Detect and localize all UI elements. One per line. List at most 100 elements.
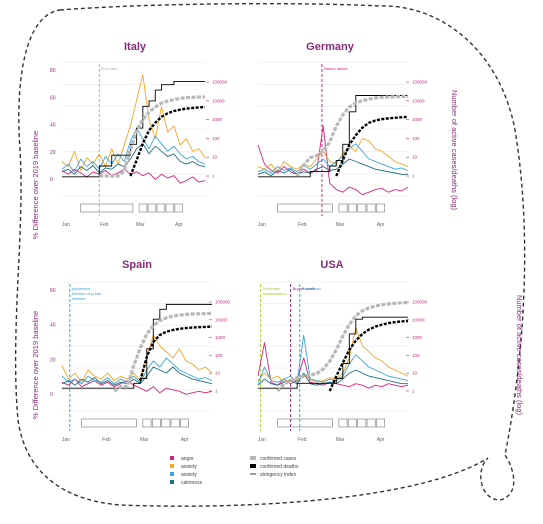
calendar-week-box — [156, 203, 166, 213]
stringency-index-line — [62, 80, 205, 178]
right-tick-label: 100 — [215, 353, 223, 358]
calendar-week-box — [366, 418, 376, 428]
event-label: election of prime — [72, 291, 102, 296]
calendar-week-box — [338, 418, 348, 428]
right-tick-label: 10000 — [412, 98, 425, 103]
y-tick-label: 40 — [50, 323, 56, 329]
right-tick-label: 100 — [412, 136, 420, 141]
calendar-week-box — [376, 418, 385, 428]
event-label: Soleimani — [263, 286, 281, 291]
right-tick-label: 1 — [412, 174, 415, 179]
event-label: parliament — [72, 286, 92, 291]
right-tick-label: 1 — [212, 174, 215, 179]
legend-swatch — [170, 456, 174, 460]
calendar-week-box — [151, 418, 161, 428]
legend: anger anxiety anxiety calmness confirmed cas… — [170, 456, 299, 486]
calendar-block — [80, 203, 134, 213]
confirmed-deaths-line — [328, 319, 409, 392]
calendar-week-box — [357, 203, 367, 213]
y-tick-label: 60 — [50, 288, 56, 294]
chart-panel-usa: USA 100000 10000 1000 100 10 1 Jan Feb Mar Apr Sole… — [257, 259, 428, 443]
series-line-anxiety — [61, 74, 206, 171]
legend-label: stringency index — [260, 472, 297, 478]
legend-label: anxiety — [181, 464, 197, 470]
y-tick-label: 60 — [50, 95, 56, 101]
series-line-calmness — [61, 366, 213, 386]
right-tick-label: 1 — [215, 389, 218, 394]
right-tick-label: 10 — [412, 371, 418, 376]
series-line-anxiety — [61, 334, 213, 383]
calendar-week-box — [138, 203, 148, 213]
legend-swatch — [250, 456, 256, 460]
calendar-week-box — [347, 203, 357, 213]
y-tick-label: 80 — [50, 68, 56, 74]
calendar-week-box — [174, 203, 184, 213]
chart-panel-germany: Germany 100000 10000 1000 100 10 1 Jan Feb Mar Apr… — [257, 41, 428, 228]
stringency-index-line — [258, 316, 408, 389]
right-tick-label: 100000 — [412, 80, 428, 85]
series-line-anxiety — [257, 334, 409, 384]
calendar-week-box — [338, 203, 348, 213]
legend-label: anxiety — [181, 472, 197, 478]
right-tick-label: 1 — [412, 389, 415, 394]
confirmed-cases-line — [295, 94, 409, 177]
event-label: Bryant death — [293, 286, 316, 291]
legend-label: anger — [181, 456, 194, 462]
x-tick-label: Feb — [102, 437, 111, 443]
chart-panel-italy: Italy 80 60 40 20 0 100000 10000 1000 100 10 1 Jan Fe… — [50, 41, 228, 228]
x-tick-label: Apr — [175, 222, 183, 228]
y-tick-label: 40 — [50, 123, 56, 129]
confirmed-deaths-line — [335, 115, 409, 177]
calendar-week-box — [376, 203, 385, 213]
series-line-anger — [257, 125, 409, 196]
series-line-anxiety — [257, 327, 409, 383]
panel-title: Spain — [122, 259, 152, 271]
event-label: Superbowl — [302, 286, 321, 291]
confirmed-cases-line — [113, 311, 213, 393]
x-tick-label: Mar — [336, 222, 345, 228]
x-tick-label: Feb — [100, 222, 109, 228]
x-tick-label: Mar — [136, 222, 145, 228]
confirmed-cases-line — [276, 300, 409, 393]
series-line-anxiety — [61, 127, 206, 173]
right-tick-label: 100000 — [215, 300, 231, 305]
x-tick-label: Feb — [298, 222, 307, 228]
calendar-block — [277, 203, 333, 213]
calendar-week-box — [147, 203, 157, 213]
x-tick-label: Apr — [377, 222, 385, 228]
y-tick-label: 0 — [50, 177, 53, 183]
x-tick-label: Jan — [258, 222, 266, 228]
y-tick-label: 20 — [50, 357, 56, 363]
legend-swatch — [170, 464, 174, 468]
series-line-calmness — [257, 158, 408, 177]
event-label: assassination — [263, 291, 287, 296]
right-tick-label: 10 — [215, 371, 221, 376]
series-line-anxiety — [257, 143, 409, 174]
left-axis-label: % Difference over 2019 baseline — [31, 311, 40, 419]
x-tick-label: Apr — [377, 437, 385, 443]
x-tick-label: Jan — [62, 437, 70, 443]
x-tick-label: Mar — [336, 437, 345, 443]
legend-swatch — [250, 464, 256, 468]
calendar-block — [81, 418, 137, 428]
series-line-anger — [61, 168, 206, 184]
legend-swatch — [170, 480, 174, 484]
legend-label: confirmed cases — [260, 456, 297, 462]
confirmed-cases-line — [99, 95, 206, 178]
right-tick-label: 10000 — [215, 317, 228, 322]
event-label: minister — [72, 296, 87, 301]
right-tick-label: 10000 — [412, 317, 425, 322]
event-label: Hanau attack — [324, 66, 348, 71]
right-tick-label: 10 — [412, 155, 418, 160]
right-tick-label: 1000 — [412, 117, 423, 122]
right-tick-label: 1000 — [215, 335, 226, 340]
right-tick-label: 10000 — [212, 98, 225, 103]
right-tick-label: 100000 — [212, 80, 228, 85]
right-tick-label: 10 — [212, 155, 218, 160]
legend-label: calmness — [181, 480, 203, 486]
calendar-week-box — [357, 418, 367, 428]
x-tick-label: Jan — [258, 437, 266, 443]
x-tick-label: Mar — [140, 437, 149, 443]
dashed-blob-outline — [14, 2, 526, 507]
